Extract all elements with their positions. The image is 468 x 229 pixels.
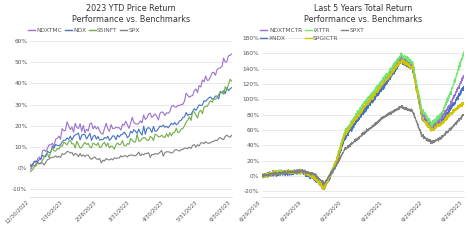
Legend: NDXTMCTR, XNDX, IXTTR, SPGICTR, SPXT: NDXTMCTR, XNDX, IXTTR, SPGICTR, SPXT: [261, 28, 364, 41]
Title: 2023 YTD Price Return
Performance vs. Benchmarks: 2023 YTD Price Return Performance vs. Be…: [72, 4, 190, 24]
Legend: NDXTMC, NDX, S5INFT, SPX: NDXTMC, NDX, S5INFT, SPX: [29, 28, 140, 33]
Title: Last 5 Years Total Return
Performance vs. Benchmarks: Last 5 Years Total Return Performance vs…: [304, 4, 422, 24]
